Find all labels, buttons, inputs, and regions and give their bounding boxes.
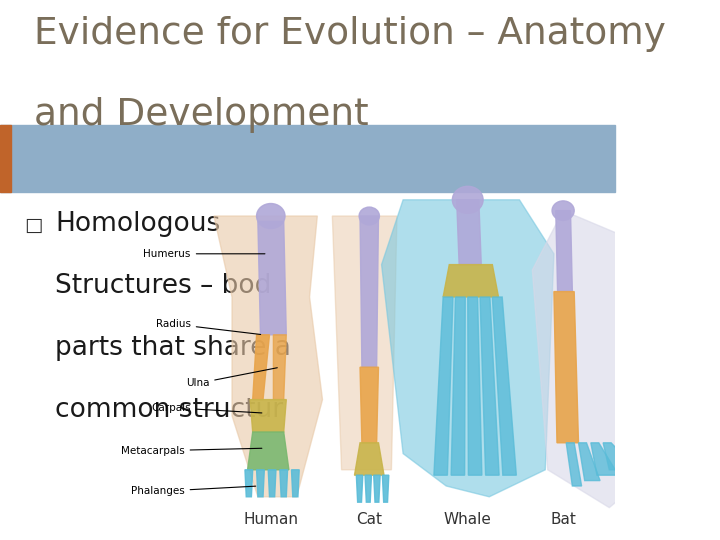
- Circle shape: [359, 207, 379, 225]
- Text: Evidence for Evolution – Anatomy: Evidence for Evolution – Anatomy: [34, 16, 666, 52]
- Polygon shape: [532, 211, 655, 508]
- Polygon shape: [382, 200, 554, 497]
- Text: Radius: Radius: [156, 319, 261, 334]
- Polygon shape: [456, 200, 481, 265]
- Text: Structures – bod: Structures – bod: [55, 273, 271, 299]
- Text: Whale: Whale: [444, 511, 492, 526]
- Polygon shape: [360, 367, 379, 443]
- Polygon shape: [269, 470, 276, 497]
- Text: Homologous: Homologous: [55, 211, 220, 237]
- Text: Metacarpals: Metacarpals: [121, 446, 262, 456]
- Polygon shape: [274, 335, 287, 400]
- Text: Ulna: Ulna: [186, 368, 277, 388]
- Text: □: □: [24, 216, 43, 235]
- Text: Phalanges: Phalanges: [131, 486, 256, 496]
- Circle shape: [552, 201, 575, 220]
- Polygon shape: [434, 297, 453, 475]
- Polygon shape: [333, 216, 397, 470]
- Polygon shape: [292, 470, 300, 497]
- Polygon shape: [451, 297, 465, 475]
- Text: Cat: Cat: [356, 511, 382, 526]
- Circle shape: [256, 204, 285, 228]
- Polygon shape: [603, 443, 637, 470]
- Polygon shape: [443, 265, 498, 297]
- Polygon shape: [566, 443, 582, 486]
- Polygon shape: [250, 400, 287, 432]
- Text: and Development: and Development: [34, 97, 369, 133]
- Polygon shape: [256, 470, 264, 497]
- Text: Bat: Bat: [550, 511, 576, 526]
- Polygon shape: [253, 335, 269, 400]
- Polygon shape: [356, 475, 363, 502]
- Polygon shape: [578, 443, 600, 481]
- Text: parts that share a: parts that share a: [55, 335, 292, 361]
- Polygon shape: [468, 297, 482, 475]
- Polygon shape: [365, 475, 372, 502]
- Polygon shape: [591, 443, 618, 475]
- Bar: [0, 125, 616, 192]
- Text: Carpals: Carpals: [151, 403, 262, 413]
- Polygon shape: [382, 475, 389, 502]
- Polygon shape: [492, 297, 516, 475]
- Text: Human: Human: [243, 511, 298, 526]
- Polygon shape: [245, 470, 253, 497]
- Polygon shape: [214, 216, 323, 497]
- Circle shape: [452, 186, 483, 213]
- Polygon shape: [280, 470, 287, 497]
- Polygon shape: [374, 475, 380, 502]
- Polygon shape: [556, 211, 572, 292]
- Polygon shape: [554, 292, 578, 443]
- Polygon shape: [480, 297, 499, 475]
- Bar: [0, 125, 11, 192]
- Polygon shape: [258, 221, 287, 335]
- Text: common structur: common structur: [55, 397, 284, 423]
- Polygon shape: [360, 216, 379, 367]
- Text: Humerus: Humerus: [143, 249, 265, 259]
- Polygon shape: [354, 443, 384, 475]
- Polygon shape: [248, 432, 289, 470]
